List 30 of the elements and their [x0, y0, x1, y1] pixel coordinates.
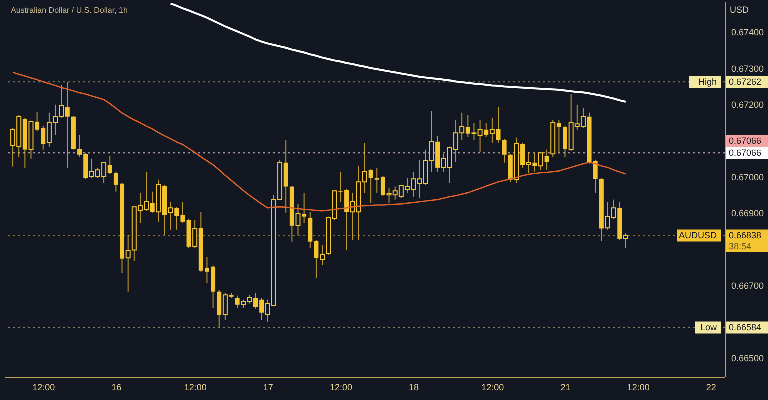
y-tick-label: 0.67000 [732, 172, 764, 182]
y-tick-label: 0.66700 [732, 281, 764, 292]
y-tick-label: 0.67066 [729, 148, 762, 158]
chart-title: Australian Dollar / U.S. Dollar, 1h [11, 6, 128, 15]
line-series [170, 2, 627, 103]
x-tick-label: 16 [112, 382, 122, 392]
y-tick-label: 0.67400 [732, 28, 764, 38]
x-tick-label: 12:00 [330, 382, 352, 392]
y-tick-label: 0.67300 [732, 64, 764, 74]
x-tick-label: 17 [263, 382, 274, 392]
y-tick-label: 0.67200 [732, 100, 764, 110]
ref-line-label: AUDUSD [678, 230, 718, 241]
x-tick-label: 12:00 [627, 382, 650, 392]
y-tick-label: 0.66584 [729, 322, 762, 333]
x-tick-label: 12:00 [482, 382, 504, 392]
y-tick-label: 0.66500 [732, 354, 764, 364]
candlestick [502, 138, 507, 164]
y-tick-label: 0.66838 [729, 230, 762, 241]
y-tick-label: 0.67262 [729, 77, 762, 88]
y-tick-label: 0.66900 [732, 208, 764, 219]
ref-line-label: High [698, 77, 717, 88]
text: 38:54 [729, 242, 752, 252]
y-axis-title: USD [730, 5, 750, 15]
x-tick-label: 21 [560, 382, 571, 392]
x-tick-label: 12:00 [184, 382, 207, 392]
ref-line-label: Low [700, 322, 718, 333]
x-tick-label: 22 [706, 382, 716, 392]
line-series [12, 72, 627, 212]
x-tick-label: 18 [409, 382, 420, 392]
x-tick-label: 12:00 [32, 382, 56, 392]
